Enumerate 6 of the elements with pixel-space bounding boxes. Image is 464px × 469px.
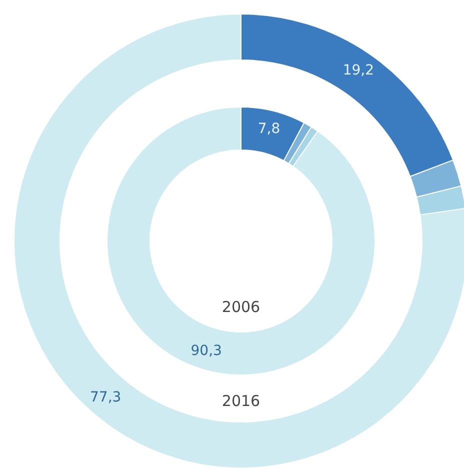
data-label: 19,2 [342,62,374,79]
data-label: 77,3 [90,390,122,406]
text: 2016 [222,392,260,410]
data-label: 90,3 [190,343,222,360]
text: 2006 [222,298,260,316]
data-label: 7,8 [258,120,280,137]
